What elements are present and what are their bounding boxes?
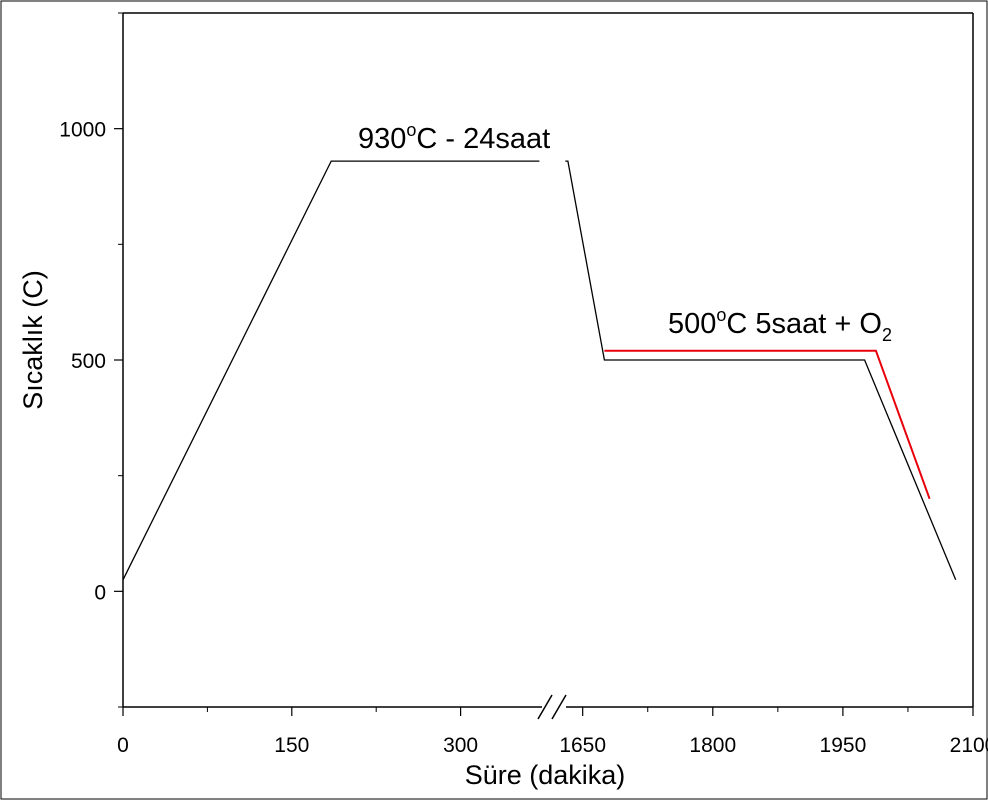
series-line [604,349,931,500]
y-axis-label: Sıcaklık (C) [18,270,48,410]
annotation-text: C - 24saat [416,123,550,155]
x-tick-label: 150 [274,734,309,757]
x-tick-label: 300 [443,734,478,757]
y-tick-label: 1000 [59,119,106,142]
annotation-label: 500oC 5saat + O2 [668,305,892,345]
y-tick-label: 0 [94,581,106,604]
y-tick-label: 500 [71,350,106,373]
axis-ticks [114,12,974,716]
series-line [122,160,540,581]
x-tick-label: 1950 [820,734,867,757]
x-axis-label: Süre (dakika) [465,760,626,790]
annotation-label: 930oC - 24saat [358,120,550,155]
annotation-value: 930 [358,123,406,155]
annotation-degree: o [716,305,726,325]
annotation-subscript: 2 [882,325,892,345]
axis-break-mark [537,694,553,720]
x-tick-label: 1800 [689,734,736,757]
series-layer [122,160,957,581]
axis-break-mark [551,694,567,720]
series-line [565,160,957,581]
annotation-text: C 5saat + O [726,308,882,340]
x-tick-label: 1650 [559,734,606,757]
x-tick-label: 0 [117,734,129,757]
annotation-value: 500 [668,308,716,340]
plot-frame [122,12,974,720]
annotation-degree: o [406,120,416,140]
